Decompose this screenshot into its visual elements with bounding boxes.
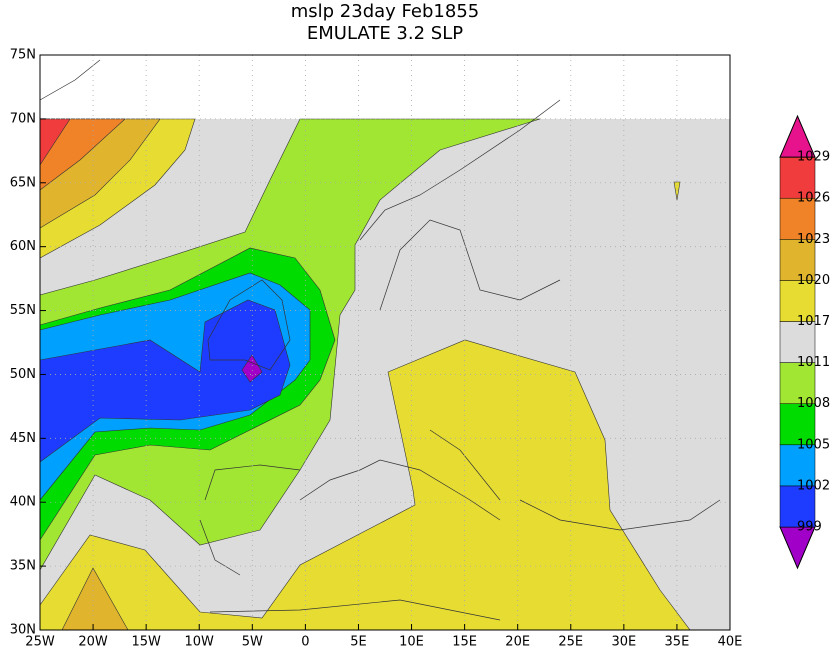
contour-band [39, 339, 691, 631]
title-line: EMULATE 3.2 SLP [307, 23, 463, 44]
y-tick-label: 65N [10, 175, 36, 190]
colorbar-label: 1002 [797, 478, 830, 493]
x-tick-label: 0 [301, 635, 309, 650]
y-tick-label: 55N [10, 303, 36, 318]
colorbar-segment [779, 321, 816, 363]
contour-field [39, 55, 730, 631]
y-tick-label: 60N [10, 239, 36, 254]
map-frame [39, 54, 731, 631]
colorbar-label: 1011 [797, 355, 830, 370]
x-tick-label: 25E [558, 635, 583, 650]
x-tick-label: 40E [718, 635, 743, 650]
colorbar-segment [779, 197, 816, 240]
x-tick-label: 15E [452, 635, 477, 650]
colorbar-label: 1026 [797, 191, 830, 206]
x-tick-label: 5W [242, 635, 263, 650]
y-tick-label: 35N [10, 559, 36, 574]
x-tick-label: 25W [25, 635, 55, 650]
colorbar-label: 1023 [797, 232, 830, 247]
x-tick-label: 20W [78, 635, 108, 650]
colorbar-segment [779, 403, 816, 446]
x-tick-label: 35E [665, 635, 690, 650]
colorbar-label: 999 [797, 520, 822, 535]
colorbar-segment [779, 156, 816, 199]
x-tick-label: 5E [350, 635, 367, 650]
y-tick-label: 70N [10, 111, 36, 126]
y-tick-label: 40N [10, 495, 36, 510]
colorbar-label: 1020 [797, 273, 830, 288]
colorbar-segment [779, 362, 816, 404]
x-tick-label: 30E [611, 635, 636, 650]
colorbar-label: 1017 [797, 314, 830, 329]
x-tick-label: 15W [131, 635, 161, 650]
colorbar-segment [779, 485, 816, 528]
colorbar-segment [779, 280, 816, 322]
no-data-area [40, 55, 730, 119]
colorbar-label: 1029 [797, 150, 830, 165]
y-tick-label: 30N [10, 623, 36, 638]
contour-band [39, 299, 291, 463]
x-tick-label: 20E [505, 635, 530, 650]
y-tick-label: 75N [10, 48, 36, 63]
y-tick-label: 45N [10, 431, 36, 446]
colorbar-label: 1008 [797, 396, 830, 411]
title-line: mslp 23day Feb1855 [291, 1, 479, 22]
y-tick-label: 50N [10, 367, 36, 382]
x-tick-label: 10E [399, 635, 424, 650]
colorbar-segment [779, 444, 816, 487]
contour-band [241, 354, 263, 383]
x-tick-label: 10W [185, 635, 215, 650]
colorbar-label: 1005 [797, 437, 830, 452]
colorbar-segment [779, 239, 816, 281]
colorbar-segment [779, 114, 816, 158]
